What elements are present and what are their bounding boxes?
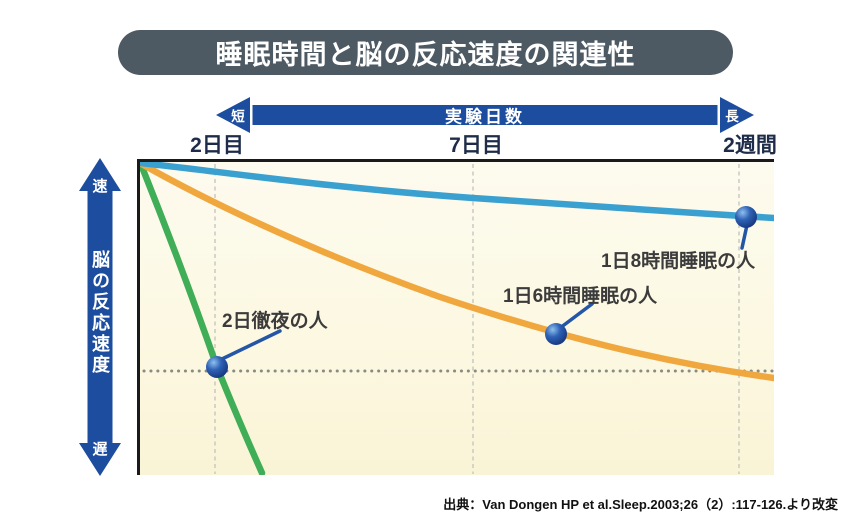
x-tick-day7: 7日目 — [449, 134, 503, 157]
callout-lines — [220, 223, 749, 361]
axis-long-label: 長 — [725, 109, 739, 124]
axis-title: 実験日数 — [445, 107, 525, 127]
curve-allnighter — [140, 162, 266, 475]
experiment-days-axis: 短 実験日数 長 — [215, 96, 755, 134]
double-arrow-horizontal-icon — [216, 97, 754, 133]
marker-allnighter — [206, 356, 228, 378]
label-8h-sleep: 1日8時間睡眠の人 — [601, 251, 756, 272]
double-arrow-vertical-icon — [79, 158, 121, 476]
source-citation: 出典：Van Dongen HP et al.Sleep.2003;26（2）:… — [443, 497, 838, 512]
vertical-gridlines — [214, 164, 740, 474]
curve-8h-sleep — [140, 162, 774, 222]
chart-canvas — [140, 162, 774, 475]
label-allnighter: 2日徹夜の人 — [222, 311, 328, 332]
x-tick-week2: 2週間 — [723, 134, 777, 157]
y-axis-title: 脳の反応速度 — [90, 250, 110, 376]
marker-6h-sleep — [545, 323, 567, 345]
reaction-speed-axis: 速 脳の反応速度 遅 — [78, 157, 122, 477]
y-axis-fast-label: 速 — [92, 178, 108, 195]
x-tick-day2: 2日目 — [190, 134, 244, 157]
plot-area: 2日徹夜の人 1日6時間睡眠の人 1日8時間睡眠の人 — [137, 159, 774, 475]
curve-6h-sleep — [140, 162, 774, 382]
marker-8h-sleep — [735, 206, 757, 228]
page-title: 睡眠時間と脳の反応速度の関連性 — [215, 40, 636, 70]
y-axis-slow-label: 遅 — [92, 441, 108, 458]
title-banner: 睡眠時間と脳の反応速度の関連性 — [118, 30, 733, 75]
axis-short-label: 短 — [231, 109, 245, 124]
label-6h-sleep: 1日6時間睡眠の人 — [503, 286, 658, 307]
